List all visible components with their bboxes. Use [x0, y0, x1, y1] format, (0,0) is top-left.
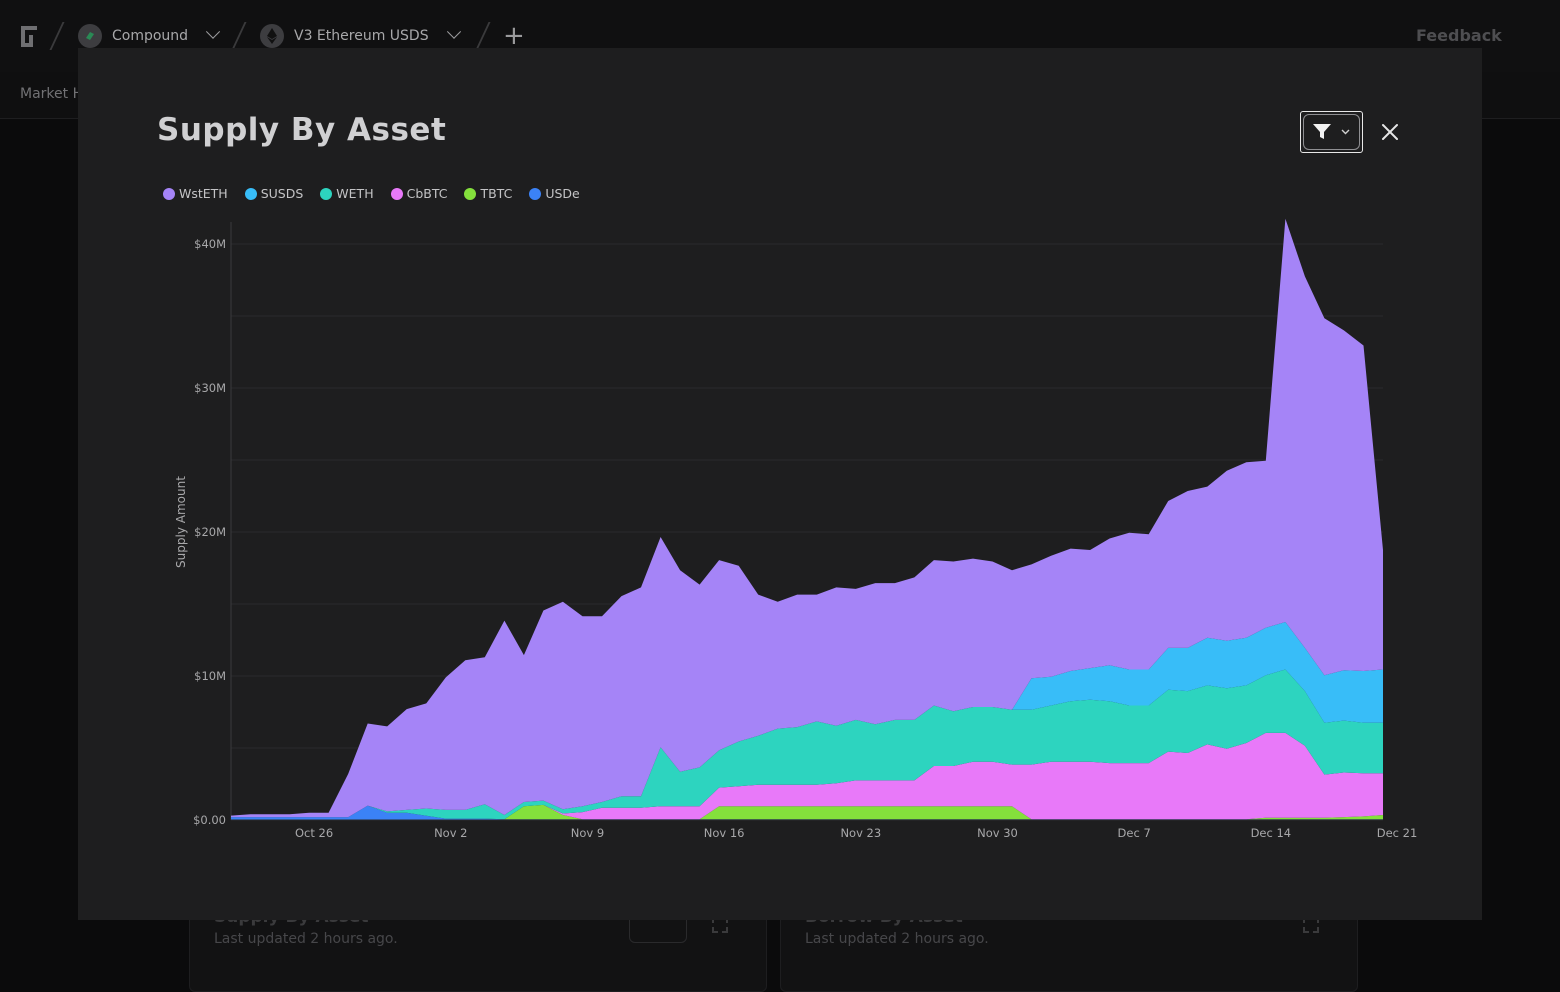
legend-swatch	[464, 187, 477, 200]
y-axis-label: Supply Amount	[174, 476, 188, 568]
legend-item-susds[interactable]: SUSDS	[244, 186, 304, 201]
feedback-button[interactable]: Feedback	[1416, 26, 1502, 45]
x-tick-label: Oct 26	[295, 826, 333, 840]
legend-item-wsteth[interactable]: WstETH	[163, 186, 228, 201]
x-tick-label: Nov 16	[704, 826, 745, 840]
y-tick-label: $40M	[194, 237, 226, 251]
series-area-cbbtc	[231, 732, 1383, 820]
subnav-tab-market[interactable]: Market H	[20, 86, 84, 102]
ethereum-icon	[260, 24, 284, 48]
y-tick-label: $30M	[194, 381, 226, 395]
legend-label: SUSDS	[260, 186, 304, 201]
series-area-weth	[231, 669, 1383, 820]
y-tick-label: $10M	[194, 669, 226, 683]
legend-label: USDe	[545, 186, 580, 201]
legend-swatch	[529, 187, 542, 200]
legend-label: CbBTC	[406, 186, 448, 201]
modal-title: Supply By Asset	[157, 112, 447, 148]
breadcrumb-market-label: V3 Ethereum USDS	[294, 28, 429, 44]
legend-label: WETH	[336, 186, 374, 201]
series-area-susds	[231, 622, 1383, 818]
x-tick-label: Dec 14	[1251, 826, 1292, 840]
y-tick-label: $0.00	[193, 813, 226, 827]
legend-item-tbtc[interactable]: TBTC	[464, 186, 512, 201]
card-updated-text: Last updated 2 hours ago.	[805, 931, 989, 947]
chart-legend: WstETH SUSDS WETH CbBTC TBTC USDe	[163, 186, 580, 201]
x-tick-label: Nov 30	[977, 826, 1018, 840]
chevron-down-icon	[1341, 129, 1350, 135]
breadcrumb-protocol[interactable]: Compound	[78, 22, 221, 50]
legend-item-cbbtc[interactable]: CbBTC	[390, 186, 448, 201]
x-tick-label: Dec 7	[1118, 826, 1151, 840]
series-area-wsteth	[231, 218, 1383, 818]
x-tick-label: Dec 21	[1377, 826, 1418, 840]
legend-swatch	[163, 187, 175, 200]
breadcrumb-market[interactable]: V3 Ethereum USDS	[260, 22, 461, 50]
app-logo-icon[interactable]	[18, 23, 40, 47]
card-updated-text: Last updated 2 hours ago.	[214, 931, 398, 947]
compound-logo-icon	[78, 24, 102, 48]
breadcrumb-protocol-label: Compound	[112, 28, 189, 44]
series-area-tbtc	[231, 804, 1383, 820]
filter-icon	[1313, 124, 1331, 139]
close-icon[interactable]	[1378, 120, 1402, 144]
x-tick-label: Nov 2	[434, 826, 467, 840]
legend-item-usde[interactable]: USDe	[529, 186, 580, 201]
legend-swatch	[390, 187, 403, 200]
filter-button[interactable]	[1300, 111, 1363, 153]
legend-swatch	[320, 187, 333, 200]
legend-label: TBTC	[480, 186, 513, 201]
x-tick-label: Nov 23	[840, 826, 881, 840]
y-tick-label: $20M	[194, 525, 226, 539]
legend-swatch	[244, 187, 257, 200]
series-area-usde	[231, 805, 1383, 820]
x-tick-label: Nov 9	[571, 826, 604, 840]
legend-item-weth[interactable]: WETH	[320, 186, 374, 201]
legend-label: WstETH	[179, 186, 228, 201]
add-icon[interactable]: +	[503, 21, 525, 51]
supply-by-asset-chart: $0.00 $10M $20M $30M $40M Oct 26 Nov 2 Nov 9 Nov…	[174, 218, 1418, 840]
